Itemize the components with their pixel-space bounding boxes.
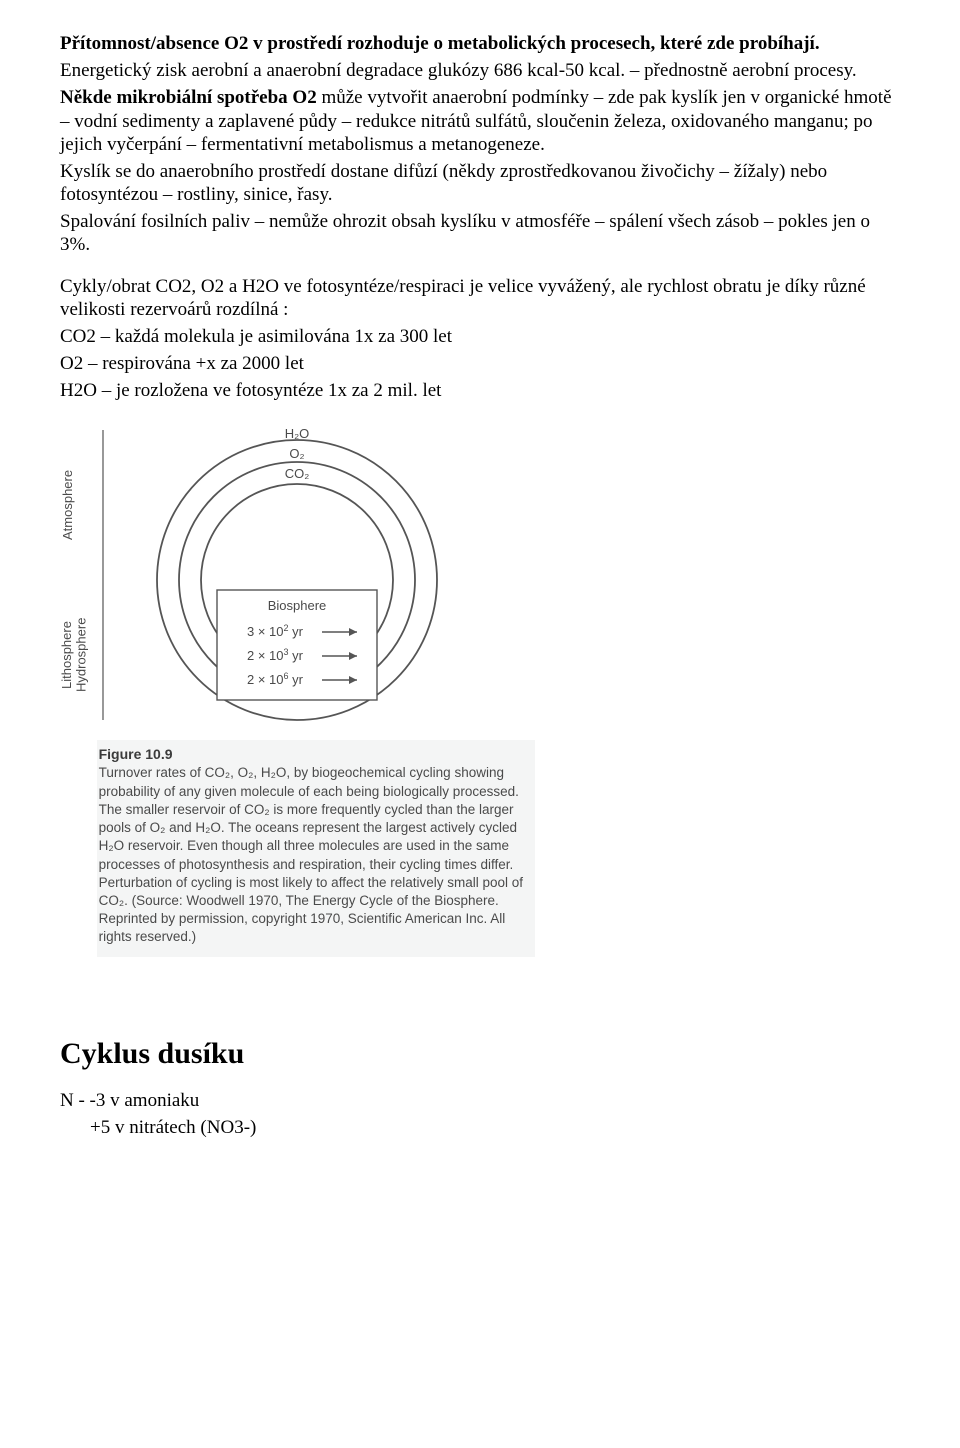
- paragraph: O2 – respirována +x za 2000 let: [60, 352, 900, 375]
- spacer: [60, 997, 900, 1037]
- axis-label-line: Lithosphere: [59, 621, 74, 689]
- paragraph: Přítomnost/absence O2 v prostředí rozhod…: [60, 32, 900, 55]
- paragraph: H2O – je rozložena ve fotosyntéze 1x za …: [60, 379, 900, 402]
- bold-lead: Někde mikrobiální spotřeba O2: [60, 87, 317, 108]
- paragraph: N - -3 v amoniaku: [60, 1089, 900, 1112]
- paragraph: CO2 – každá molekula je asimilována 1x z…: [60, 325, 900, 348]
- bio-row-text: 2 × 103 yr: [247, 647, 304, 663]
- bio-row-text: 2 × 106 yr: [247, 671, 304, 687]
- biosphere-title: Biosphere: [267, 598, 326, 613]
- figure-axis-labels: Atmosphere Lithosphere Hydrosphere: [60, 420, 89, 720]
- axis-label-atmosphere: Atmosphere: [60, 430, 89, 580]
- section-heading: Cyklus dusíku: [60, 1037, 900, 1071]
- bold-lead: Přítomnost/absence O2 v prostředí rozhod…: [60, 33, 820, 54]
- axis-label-litho-hydro: Lithosphere Hydrosphere: [60, 590, 89, 720]
- ring-label-h2o: H₂O: [284, 426, 309, 441]
- paragraph: Cykly/obrat CO2, O2 a H2O ve fotosyntéze…: [60, 275, 900, 321]
- paragraph: Kyslík se do anaerobního prostředí dosta…: [60, 160, 900, 206]
- page: Přítomnost/absence O2 v prostředí rozhod…: [0, 0, 960, 1448]
- ring-label-co2: CO₂: [284, 466, 309, 481]
- spacer: [60, 261, 900, 275]
- paragraph: Někde mikrobiální spotřeba O2 může vytvo…: [60, 86, 900, 156]
- cycles-diagram: H₂O O₂ CO₂ Biosphere 3 × 102 yr 2 × 103 …: [97, 420, 487, 730]
- figure-diagram-column: H₂O O₂ CO₂ Biosphere 3 × 102 yr 2 × 103 …: [97, 420, 535, 956]
- figure-caption-title: Figure 10.9: [99, 746, 529, 762]
- bio-row-text: 3 × 102 yr: [247, 623, 304, 639]
- paragraph: Energetický zisk aerobní a anaerobní deg…: [60, 59, 900, 82]
- paragraph: Spalování fosilních paliv – nemůže ohroz…: [60, 210, 900, 256]
- axis-label-line: Hydrosphere: [73, 618, 88, 692]
- figure: Atmosphere Lithosphere Hydrosphere H₂O O…: [60, 420, 900, 956]
- spacer: [60, 957, 900, 997]
- paragraph: +5 v nitrátech (NO3-): [60, 1116, 900, 1139]
- ring-label-o2: O₂: [289, 446, 304, 461]
- figure-caption-text: Turnover rates of CO₂, O₂, H₂O, by bioge…: [99, 764, 529, 946]
- figure-caption: Figure 10.9 Turnover rates of CO₂, O₂, H…: [97, 740, 535, 956]
